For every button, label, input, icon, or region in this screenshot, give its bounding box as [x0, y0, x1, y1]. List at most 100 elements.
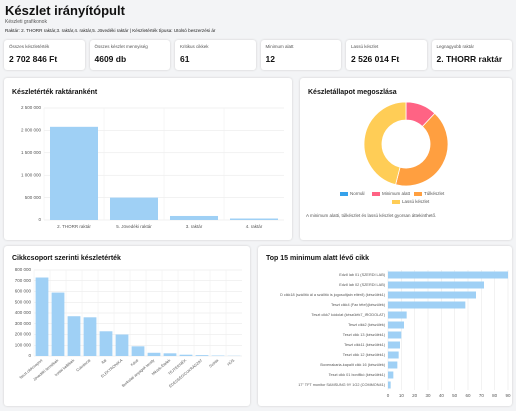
y-tick-label: 0	[28, 353, 31, 358]
x-tick-label: 2. THORR raktár	[57, 224, 91, 229]
y-tick-label: Boxenakaria-kapalit cikk 16 (készülék)	[320, 363, 385, 367]
bar	[116, 335, 129, 357]
y-tick-label: 100 000	[15, 342, 32, 347]
kpi-label: Legnagyobb raktár	[437, 44, 508, 49]
x-tick-label: Szóda	[208, 358, 219, 369]
bar	[388, 382, 391, 389]
y-tick-label: Teszt cikk7 kódolat (készülék7_IRODOLAT)	[311, 313, 385, 317]
bar	[230, 219, 278, 220]
bar	[388, 272, 508, 279]
y-tick-label: 1 000 000	[21, 172, 42, 177]
bar	[50, 127, 98, 220]
chart-title: Készletállapot megoszlása	[308, 89, 397, 96]
kpi-label: Összes készletérték	[9, 44, 80, 49]
bar	[36, 278, 49, 356]
kpi-label: Összes készlet mennyiség	[95, 44, 166, 49]
legend-label: Túlkészlet	[424, 191, 445, 196]
chart: Készletállapot megoszlása Normál Minimum a…	[300, 78, 512, 240]
bar	[170, 216, 218, 220]
y-tick-label: 2 000 000	[21, 128, 42, 133]
x-tick-label: 70	[479, 393, 485, 398]
bar	[100, 331, 113, 356]
x-tick-label: 5. Jövedéki raktár	[116, 224, 152, 229]
y-tick-label: Edző lab 02 (SZERDI LAB)	[339, 283, 386, 287]
x-tick-label: 90	[505, 393, 511, 398]
bar	[388, 332, 401, 339]
y-tick-label: 700 000	[15, 278, 32, 283]
y-tick-label: Teszt cikk 12 (készülék1)	[343, 353, 386, 357]
x-tick-label: 20	[412, 393, 418, 398]
kpi-label: Minimum alatt	[266, 44, 337, 49]
kpi-value: 2 702 846 Ft	[9, 54, 80, 64]
chart-title: Cikkcsoport szerinti készletérték	[12, 255, 121, 262]
page-title: Készlet irányítópult	[5, 3, 125, 18]
page-subtitle: Készleti grafikonok	[5, 19, 47, 25]
bar	[180, 355, 193, 356]
kpi-card: Minimum alatt 12	[261, 40, 342, 70]
y-tick-label: 500 000	[25, 195, 42, 200]
bar	[388, 372, 393, 379]
x-tick-label: 3. raktár	[186, 224, 203, 229]
bar	[148, 353, 161, 356]
y-tick-label: 17" TFT monitor SAMSUNG 9Y 1G2 (COMMON41…	[298, 383, 386, 387]
y-tick-label: D cikk18 (szállító ál a szállító is jogo…	[280, 293, 386, 297]
legend-label: Normál	[350, 191, 365, 196]
kpi-value: 4609 db	[95, 54, 166, 64]
kpi-card: Összes készletérték 2 702 846 Ft	[4, 40, 85, 70]
kpi-value: 2. THORR raktár	[437, 54, 508, 64]
kpi-label: Lassú készlet	[351, 44, 422, 49]
x-tick-label: 0	[387, 393, 390, 398]
y-tick-label: Teszt cikk2 (készülék)	[348, 323, 386, 327]
bar	[110, 198, 158, 220]
kpi-card: Lassú készlet 2 526 014 Ft	[346, 40, 427, 70]
y-tick-label: Teszt cikk4 (Fax tétel)(készülék)	[331, 303, 386, 307]
bar	[388, 312, 407, 319]
legend-swatch	[392, 200, 400, 204]
legend-label: Lassú készlet	[402, 199, 430, 204]
legend-label: Minimum alatt	[382, 191, 411, 196]
x-tick-label: 80	[492, 393, 498, 398]
y-tick-label: 1 500 000	[21, 150, 42, 155]
y-tick-label: 2 500 000	[21, 105, 42, 110]
kpi-value: 61	[180, 54, 251, 64]
x-tick-label: Ital	[101, 358, 108, 364]
x-tick-label: 10	[399, 393, 405, 398]
chart: Cikkcsoport szerinti készletérték 0 100 00…	[4, 246, 250, 406]
chart-card: Készletállapot megoszlása Normál Minimum a…	[300, 78, 512, 240]
x-tick-label: 40	[439, 393, 445, 398]
y-tick-label: 0	[38, 217, 41, 222]
legend-swatch	[340, 192, 348, 196]
y-tick-label: 500 000	[15, 299, 32, 304]
chart-title: Top 15 minimum alatt lévő cikk	[266, 255, 369, 262]
y-tick-label: Edző lab 01 (SZERDI LAB)	[339, 273, 386, 277]
kpi-value: 12	[266, 54, 337, 64]
bar	[84, 317, 97, 356]
legend-swatch	[372, 192, 380, 196]
y-tick-label: Teszt cikk 13 (készülék1)	[343, 333, 386, 337]
bar	[388, 362, 397, 369]
bar	[164, 353, 177, 356]
bar	[132, 346, 145, 356]
x-tick-label: 60	[465, 393, 471, 398]
bar	[388, 322, 404, 329]
kpi-card: Legnagyobb raktár 2. THORR raktár	[432, 40, 513, 70]
bar	[388, 302, 465, 309]
y-tick-label: Teszt cikk 01 bonifikó (készülék1)	[329, 373, 386, 377]
chart: Készletérték raktáranként 0 500 000 1 000 0…	[4, 78, 292, 240]
bar	[388, 282, 484, 289]
y-tick-label: 200 000	[15, 332, 32, 337]
y-tick-label: 800 000	[15, 267, 32, 272]
x-tick-label: HÚS	[226, 357, 236, 366]
filter-summary: Raktár: 2. THORR raktár,3. raktár,4. rak…	[5, 28, 215, 33]
chart-title: Készletérték raktáranként	[12, 89, 98, 96]
kpi-card: Összes készlet mennyiség 4609 db	[90, 40, 171, 70]
bar	[196, 355, 209, 356]
x-tick-label: 30	[425, 393, 431, 398]
kpi-value: 2 526 014 Ft	[351, 54, 422, 64]
x-tick-label: 4. raktár	[246, 224, 263, 229]
